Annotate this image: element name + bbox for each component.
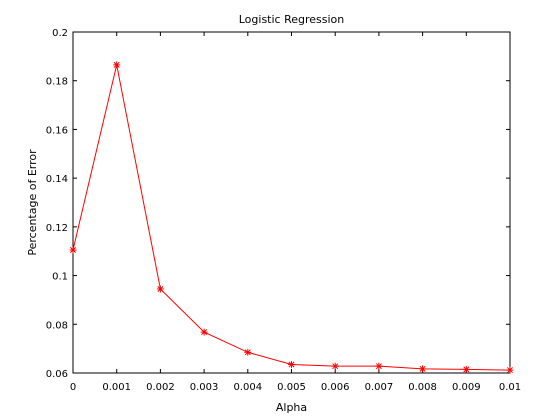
data-point xyxy=(331,362,339,370)
data-point xyxy=(375,362,383,370)
y-tick-label: 0.12 xyxy=(46,223,68,234)
x-tick-label: 0.003 xyxy=(190,382,219,393)
marker-stroke xyxy=(201,329,208,336)
marker-stroke xyxy=(332,363,339,370)
x-tick-label: 0.004 xyxy=(233,382,262,393)
data-point xyxy=(113,61,121,69)
x-tick-label: 0.006 xyxy=(321,382,350,393)
y-tick-label: 0.08 xyxy=(46,320,68,331)
y-tick-label: 0.1 xyxy=(52,272,68,283)
data-point xyxy=(419,365,427,373)
x-tick-label: 0.007 xyxy=(365,382,394,393)
marker-stroke xyxy=(288,361,295,368)
series-layer xyxy=(69,61,514,374)
marker-stroke xyxy=(463,366,470,373)
marker-stroke xyxy=(244,349,251,356)
marker-stroke xyxy=(113,61,120,68)
plot-area xyxy=(72,31,511,374)
x-tick-label: 0.001 xyxy=(102,382,131,393)
y-tick-label: 0.06 xyxy=(46,369,68,380)
marker-stroke xyxy=(70,247,76,253)
data-point xyxy=(288,360,295,368)
y-tick-label: 0.2 xyxy=(52,28,68,39)
data-point xyxy=(69,246,77,254)
x-tick-label: 0.005 xyxy=(277,382,306,393)
y-tick-label: 0.14 xyxy=(46,174,68,185)
chart-title: Logistic Regression xyxy=(239,13,345,26)
data-point xyxy=(506,366,514,374)
data-point xyxy=(462,365,470,373)
x-tick-label: 0.008 xyxy=(408,382,437,393)
data-point xyxy=(244,348,252,356)
marker-stroke xyxy=(375,363,382,370)
marker-stroke xyxy=(157,285,164,292)
x-tick-label: 0.01 xyxy=(499,382,521,393)
y-tick-label: 0.16 xyxy=(46,125,68,136)
marker-stroke xyxy=(507,367,513,374)
marker-stroke xyxy=(419,365,426,372)
y-tick-label: 0.18 xyxy=(46,77,68,88)
x-axis-label: Alpha xyxy=(276,401,307,414)
x-axis: 0 0.001 0.002 0.003 0.004 0.005 0.006 0.007 0.00… xyxy=(70,32,521,393)
x-tick-label: 0.009 xyxy=(452,382,481,393)
data-point xyxy=(200,328,208,336)
x-tick-label: 0 xyxy=(70,382,76,393)
y-axis-label: Percentage of Error xyxy=(26,149,39,256)
data-point xyxy=(156,285,164,293)
x-tick-label: 0.002 xyxy=(146,382,175,393)
y-axis: 0.06 0.08 0.1 0.12 0.14 0.16 0.18 0.2 xyxy=(46,28,510,380)
